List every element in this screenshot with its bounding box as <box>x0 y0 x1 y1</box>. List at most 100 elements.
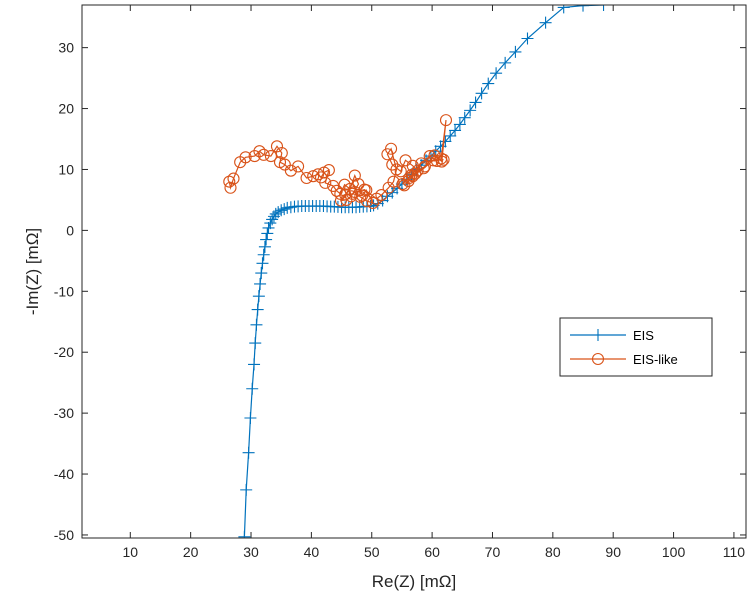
data-point <box>275 146 288 160</box>
data-point <box>398 179 411 192</box>
data-point <box>223 175 236 188</box>
data-point <box>339 188 352 201</box>
data-point <box>262 221 275 234</box>
data-point <box>258 240 271 253</box>
data-point <box>521 32 534 45</box>
data-point <box>439 135 452 148</box>
series-layer <box>223 5 610 538</box>
data-point <box>409 167 422 180</box>
data-point <box>322 164 335 177</box>
y-tick-label: 20 <box>58 101 74 117</box>
legend-marker <box>592 329 604 341</box>
data-point <box>435 155 448 168</box>
data-point <box>381 148 394 161</box>
x-axis-label: Re(Z) [mΩ] <box>372 572 456 591</box>
plot-background <box>82 5 746 538</box>
data-point <box>272 206 285 219</box>
data-point <box>278 203 291 216</box>
x-tick-label: 100 <box>662 544 686 560</box>
data-point <box>340 193 353 206</box>
data-point <box>307 170 320 183</box>
data-point <box>292 160 305 173</box>
data-point <box>464 104 477 117</box>
data-point <box>257 148 270 161</box>
y-tick-label: 30 <box>58 40 74 56</box>
data-point <box>418 160 431 173</box>
data-point <box>406 170 419 183</box>
data-point <box>358 183 371 196</box>
data-point <box>396 178 409 191</box>
legend-entry: EIS-like <box>570 352 678 367</box>
data-point <box>439 114 453 127</box>
data-point <box>246 382 259 395</box>
data-point <box>475 87 488 100</box>
y-tick-label: -30 <box>54 405 74 421</box>
legend-marker <box>591 352 605 366</box>
data-point <box>300 171 313 185</box>
x-tick-label: 30 <box>243 544 259 560</box>
data-point <box>244 411 257 424</box>
data-point <box>224 181 237 194</box>
y-axis-label: -Im(Z) [mΩ] <box>23 228 42 315</box>
data-point <box>264 150 277 163</box>
legend-box <box>559 317 713 377</box>
x-tick-label: 10 <box>123 544 139 560</box>
data-point <box>444 129 457 142</box>
data-point <box>248 150 261 163</box>
legend: EIS EIS-like <box>559 317 713 377</box>
data-point <box>366 196 380 210</box>
data-point <box>261 227 274 240</box>
data-point <box>254 277 267 290</box>
x-tick-label: 40 <box>304 544 320 560</box>
data-point <box>251 303 264 316</box>
data-point <box>248 358 261 371</box>
data-point <box>242 446 255 459</box>
data-point <box>239 151 252 164</box>
data-point <box>275 204 288 217</box>
data-point <box>238 530 251 538</box>
plot-frame <box>81 4 747 539</box>
x-tick-label: 80 <box>545 544 561 560</box>
y-tick-label: -40 <box>54 466 74 482</box>
data-point <box>227 172 240 185</box>
y-tick-label: 10 <box>58 161 74 177</box>
data-point <box>427 154 440 167</box>
data-point <box>382 181 395 194</box>
x-axis-ticks: 10 20 30 40 50 60 70 80 90 100 110 <box>123 5 746 560</box>
data-point <box>449 124 462 137</box>
data-point <box>453 118 466 131</box>
data-point <box>387 175 400 188</box>
data-point <box>394 165 407 178</box>
data-point <box>557 5 570 14</box>
data-point <box>577 5 590 12</box>
data-point <box>256 257 269 270</box>
series-eis-like <box>223 114 453 210</box>
data-point <box>284 164 297 177</box>
x-tick-label: 50 <box>364 544 380 560</box>
data-point <box>539 16 552 29</box>
legend-label: EIS <box>633 328 654 343</box>
data-point <box>250 318 263 331</box>
x-tick-label: 20 <box>183 544 199 560</box>
data-point <box>434 140 447 153</box>
legend-items: EIS EIS-like <box>570 328 678 367</box>
data-point <box>509 45 522 58</box>
data-point <box>257 248 270 261</box>
data-point <box>386 158 399 171</box>
data-point <box>348 185 361 199</box>
x-tick-label: 90 <box>605 544 621 560</box>
data-point <box>260 233 273 246</box>
data-point <box>437 153 450 166</box>
data-point <box>319 176 332 189</box>
y-axis-ticks: -50 -40 -30 -20 -10 0 10 20 30 <box>54 40 746 543</box>
data-point <box>249 337 262 350</box>
data-point <box>278 158 291 171</box>
y-tick-label: -50 <box>54 527 74 543</box>
data-point <box>482 77 495 90</box>
data-point <box>490 67 503 80</box>
y-tick-label: -20 <box>54 344 74 360</box>
data-point <box>348 169 361 182</box>
data-point <box>417 162 430 175</box>
x-tick-label: 110 <box>723 544 746 560</box>
x-tick-label: 70 <box>485 544 501 560</box>
